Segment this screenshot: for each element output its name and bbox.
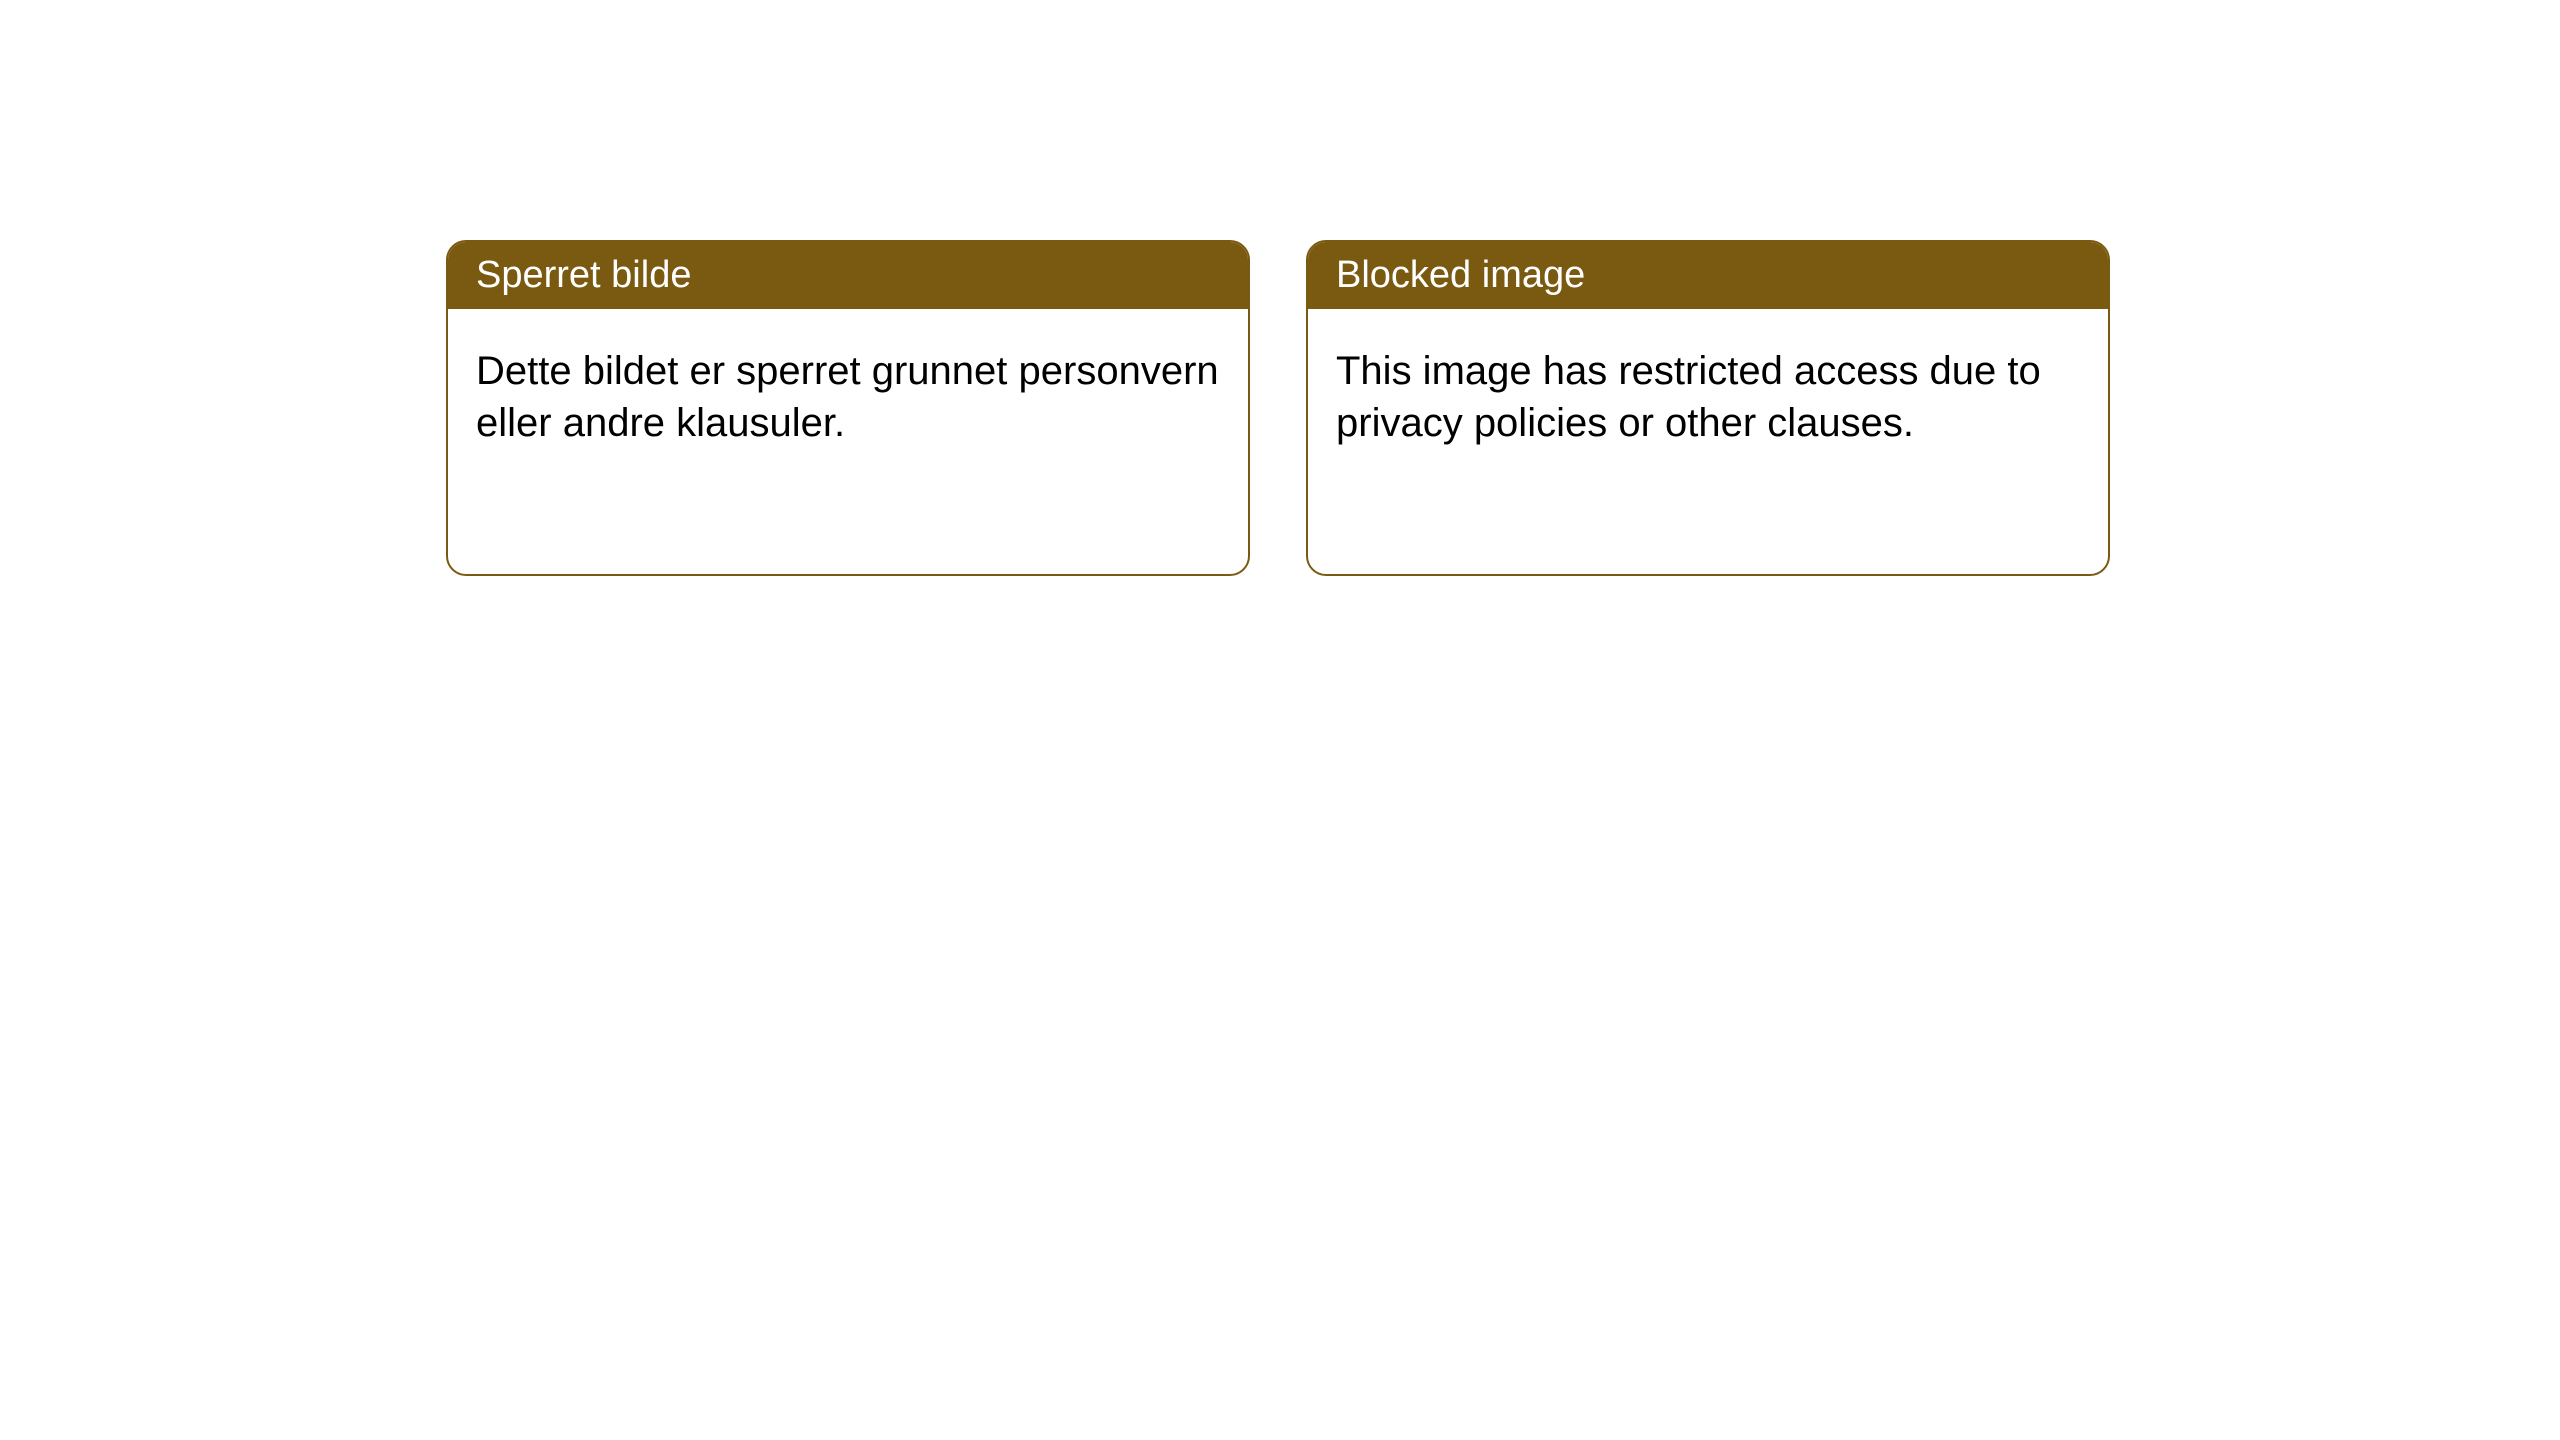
notice-card-english: Blocked image This image has restricted … [1306, 240, 2110, 576]
notice-card-norwegian: Sperret bilde Dette bildet er sperret gr… [446, 240, 1250, 576]
notice-card-header: Blocked image [1308, 242, 2108, 309]
notice-card-body: This image has restricted access due to … [1308, 309, 2108, 485]
notice-container: Sperret bilde Dette bildet er sperret gr… [0, 0, 2560, 576]
notice-card-body: Dette bildet er sperret grunnet personve… [448, 309, 1248, 485]
notice-card-header: Sperret bilde [448, 242, 1248, 309]
